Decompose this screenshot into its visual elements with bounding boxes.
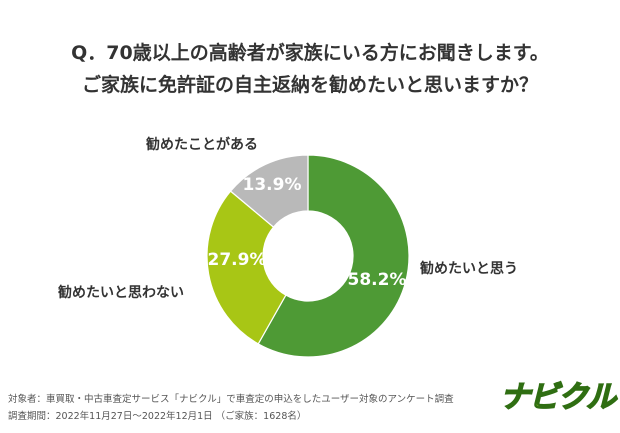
value-label-1: 27.9% bbox=[208, 250, 267, 270]
slice-0 bbox=[257, 154, 410, 358]
category-label-2: 勧めたことがある bbox=[146, 137, 258, 153]
footer-period: 調査期間：2022年11月27日〜2022年12月1日 （ご家族：1628名） bbox=[8, 411, 307, 422]
slice-1 bbox=[206, 190, 287, 345]
chart-title: Q．70歳以上の高齢者が家族にいる方にお聞きします。 bbox=[71, 42, 549, 64]
chart-subtitle: ご家族に免許証の自主返納を勧めたいと思いますか？ bbox=[81, 74, 538, 96]
category-label-1: 勧めたいと思わない bbox=[58, 285, 184, 301]
navikuru-logo: ナビクル bbox=[499, 379, 617, 416]
footer-target: 対象者：車買取・中古車査定サービス「ナビクル」で車査定の申込をしたユーザー対象の… bbox=[8, 394, 454, 405]
category-label-0: 勧めたいと思う bbox=[420, 261, 518, 277]
slice-2 bbox=[229, 154, 309, 228]
value-label-2: 13.9% bbox=[243, 175, 302, 195]
value-label-0: 58.2% bbox=[348, 270, 407, 290]
